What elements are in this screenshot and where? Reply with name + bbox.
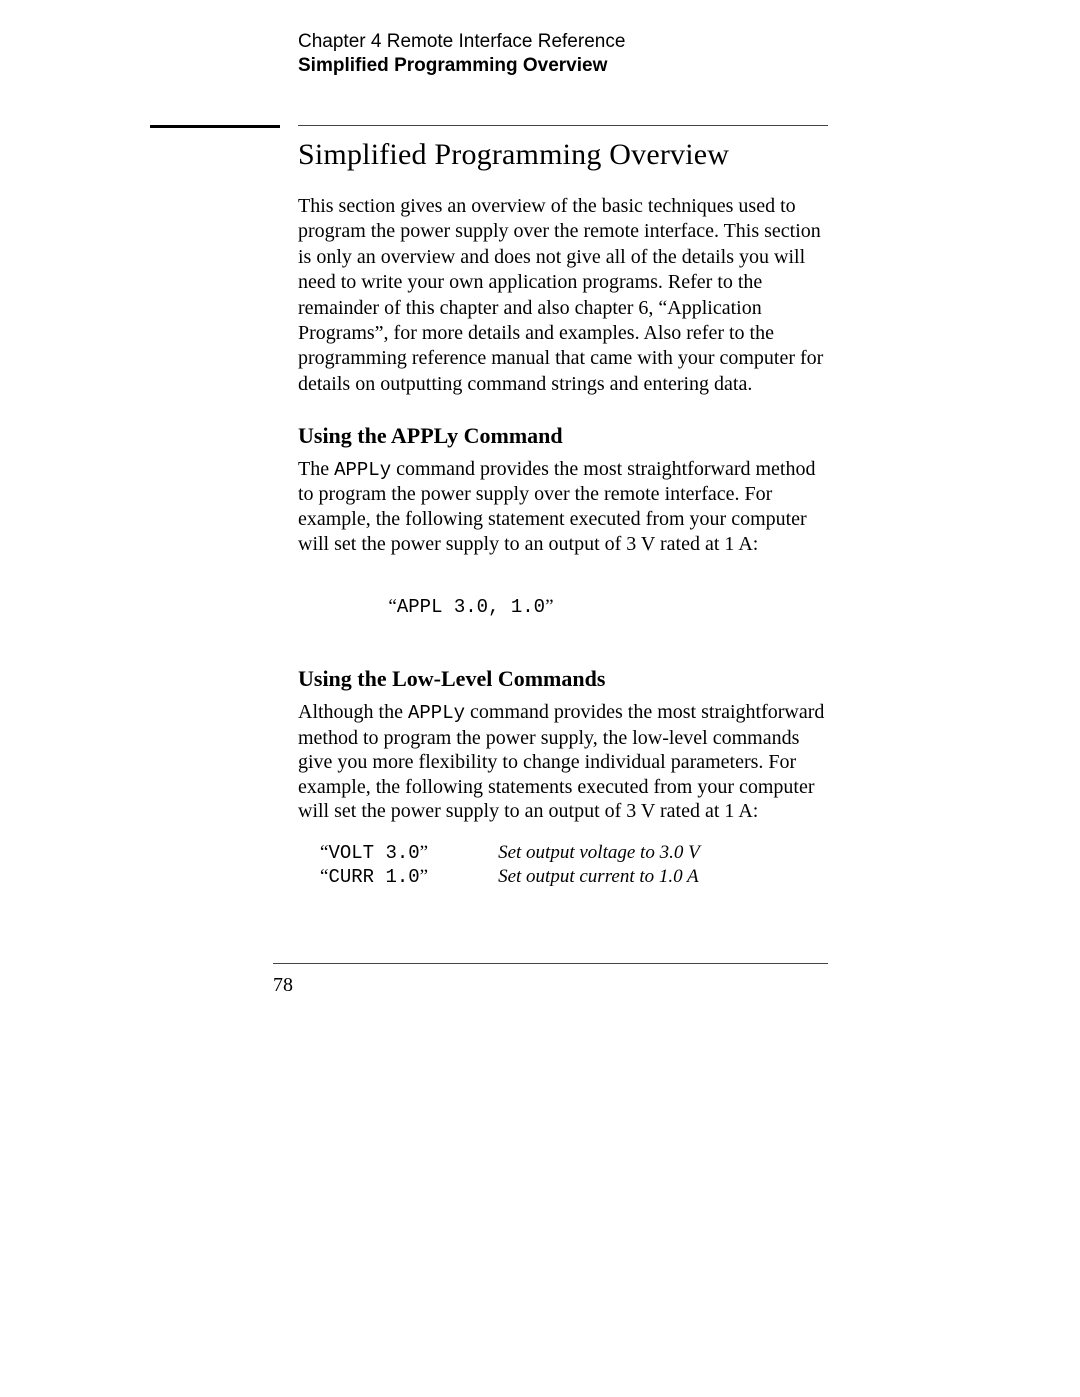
command-desc: Set output voltage to 3.0 V	[498, 842, 700, 866]
bottom-rule	[273, 963, 828, 964]
page-title: Simplified Programming Overview	[298, 138, 828, 172]
apply-para-code: APPLy	[334, 459, 391, 481]
command-cell: “CURR 1.0”	[320, 866, 498, 890]
header-section-line: Simplified Programming Overview	[298, 54, 828, 78]
table-row: “VOLT 3.0” Set output voltage to 3.0 V	[320, 842, 700, 866]
command-cell: “VOLT 3.0”	[320, 842, 498, 866]
content-column: Simplified Programming Overview This sec…	[298, 138, 828, 890]
top-rule-light	[298, 125, 828, 126]
apply-code-line: “APPL 3.0, 1.0”	[320, 574, 828, 640]
running-header: Chapter 4 Remote Interface Reference Sim…	[298, 30, 828, 78]
lowlevel-paragraph: Although the APPLy command provides the …	[298, 700, 828, 824]
intro-paragraph: This section gives an overview of the ba…	[298, 194, 828, 397]
command-table: “VOLT 3.0” Set output voltage to 3.0 V “…	[320, 842, 700, 890]
header-chapter-line: Chapter 4 Remote Interface Reference	[298, 30, 828, 54]
apply-paragraph: The APPLy command provides the most stra…	[298, 457, 828, 556]
command-desc: Set output current to 1.0 A	[498, 866, 700, 890]
lowlevel-para-prefix: Although the	[298, 701, 408, 723]
top-rule-heavy	[150, 125, 280, 128]
apply-code-text: APPL 3.0, 1.0	[397, 596, 545, 618]
subheading-apply: Using the APPLy Command	[298, 423, 828, 449]
apply-para-prefix: The	[298, 458, 334, 480]
close-quote-icon: ”	[545, 596, 553, 617]
open-quote-icon: “	[388, 596, 396, 617]
page-number: 78	[273, 974, 293, 997]
page: Chapter 4 Remote Interface Reference Sim…	[0, 0, 1080, 1397]
table-row: “CURR 1.0” Set output current to 1.0 A	[320, 866, 700, 890]
subheading-lowlevel: Using the Low-Level Commands	[298, 666, 828, 692]
lowlevel-para-code: APPLy	[408, 702, 465, 724]
